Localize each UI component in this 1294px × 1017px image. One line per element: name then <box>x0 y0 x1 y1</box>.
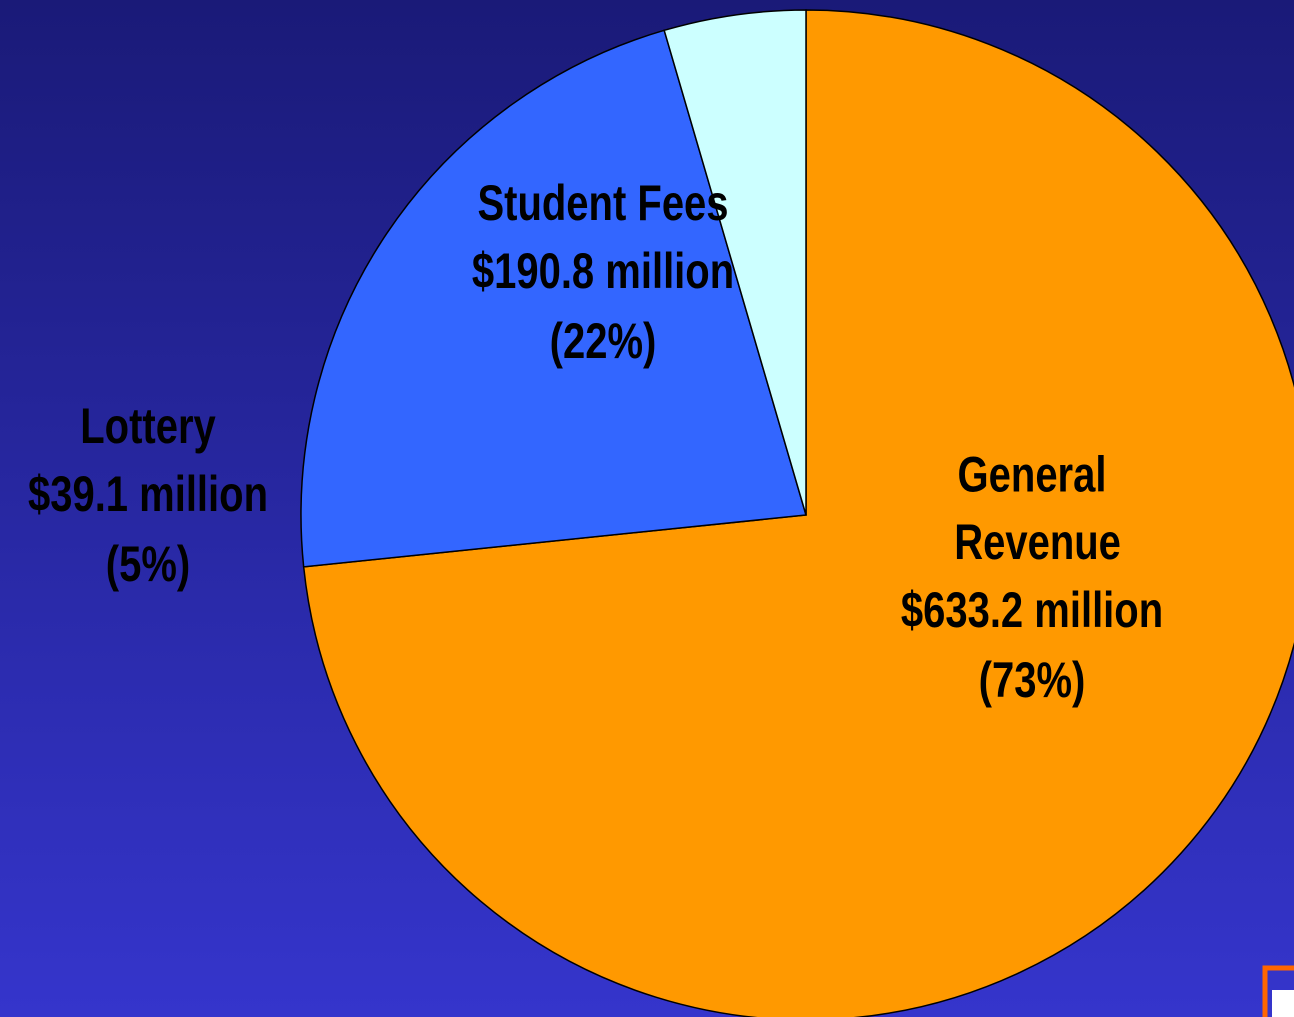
percent-label: (22%) <box>550 313 657 369</box>
labels: General Revenue $633.2 million (73%) Studen… <box>28 175 1163 708</box>
category-label: Student Fees <box>477 175 728 231</box>
value-label: $39.1 million <box>28 466 268 522</box>
logo-mark <box>1272 990 1294 1017</box>
value-label: $633.2 million <box>901 582 1163 638</box>
category-label: Lottery <box>80 398 216 454</box>
pie-slice <box>663 9 807 516</box>
pie-slice <box>302 9 1294 1017</box>
value-label: $190.8 million <box>472 243 734 299</box>
percent-label: (73%) <box>979 652 1086 708</box>
category-label: General Revenue <box>943 446 1121 570</box>
percent-label: (5%) <box>106 536 190 592</box>
pie <box>300 9 1294 1017</box>
logo <box>1262 965 1294 1017</box>
pie-slice <box>300 29 807 568</box>
